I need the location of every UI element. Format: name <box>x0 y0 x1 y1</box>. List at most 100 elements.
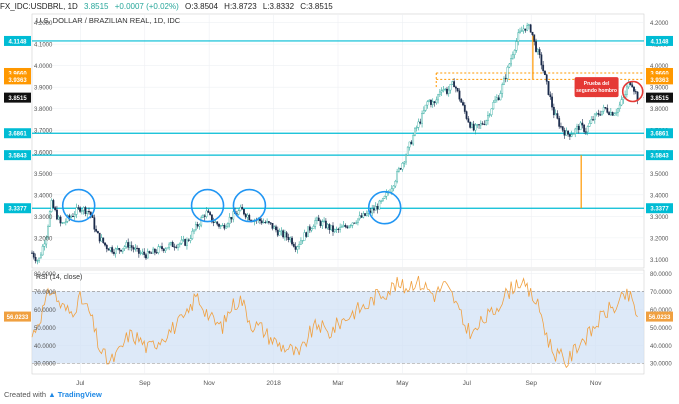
candle-body <box>349 225 352 227</box>
candle-body <box>225 226 228 229</box>
candle-body <box>579 122 582 130</box>
pattern-circle <box>232 188 267 223</box>
candle-body <box>264 222 267 224</box>
candle-body <box>572 133 575 136</box>
annotation-box <box>574 77 619 98</box>
candle-body <box>615 112 618 114</box>
candle-body <box>212 221 215 223</box>
candle-body <box>620 99 623 106</box>
symbol-label[interactable]: FX_IDC:USDBRL, 1D <box>0 2 78 11</box>
candle-body <box>294 246 297 250</box>
candle-body <box>396 171 399 182</box>
y-tick-label: 3.2000 <box>650 236 669 242</box>
pattern-circle <box>190 188 225 223</box>
candle-body <box>145 254 147 259</box>
candle-body <box>583 124 586 132</box>
candle-body <box>479 123 482 126</box>
y-left-tick-label: 3.5000 <box>34 172 53 178</box>
candle-body <box>412 135 415 145</box>
candle-body <box>305 232 308 237</box>
candle-body <box>362 213 365 218</box>
candle-body <box>611 112 614 116</box>
candle-body <box>187 239 190 241</box>
candle-body <box>180 239 183 244</box>
candle-body <box>617 108 619 113</box>
price-label-right: 3.5843 <box>650 154 669 160</box>
candle-body <box>341 226 343 228</box>
candle-body <box>161 246 163 250</box>
last-close-value: 3.8515 <box>84 2 109 11</box>
candle-body <box>88 211 90 213</box>
candle-body <box>481 123 484 125</box>
candle-body <box>590 119 593 124</box>
candle-body <box>300 240 302 245</box>
candle-body <box>287 236 290 241</box>
change-value: +0.0007 (+0.02%) <box>114 2 179 11</box>
y-tick-label: 3.4000 <box>650 193 669 199</box>
x-tick-label: Jul <box>76 380 85 387</box>
candle-body <box>380 200 382 202</box>
candle-body <box>533 34 536 42</box>
candle-body <box>198 224 201 227</box>
y-left-tick-label: 4.0000 <box>34 64 53 70</box>
candle-body <box>333 229 336 232</box>
candle-body <box>574 128 577 134</box>
candle-body <box>271 223 274 229</box>
rsi-tick-label: 30.0000 <box>650 362 672 368</box>
candle-body <box>405 154 407 163</box>
candle-body <box>421 113 423 124</box>
candle-body <box>604 107 607 109</box>
candle-body <box>570 134 573 137</box>
candle-body <box>134 247 137 250</box>
candle-body <box>170 242 172 245</box>
rsi-value-bg-right <box>646 311 673 322</box>
rsi-left-tick-label: 40.0000 <box>34 344 56 350</box>
candle-body <box>43 243 46 247</box>
candle-body <box>567 130 569 135</box>
candle-body <box>50 200 53 212</box>
candle-body <box>275 226 277 231</box>
candle-body <box>401 163 404 170</box>
candle-body <box>529 24 532 33</box>
candle-body <box>218 223 220 227</box>
candle-body <box>52 200 55 208</box>
pattern-circle <box>61 188 96 223</box>
candle-body <box>492 102 495 110</box>
candle-body <box>70 216 73 218</box>
candle-body <box>576 125 578 130</box>
candle-body <box>57 216 60 220</box>
candle-body <box>431 101 434 105</box>
x-tick-label: May <box>396 380 409 387</box>
candle-body <box>40 254 42 259</box>
candle-body <box>348 225 350 229</box>
candle-body <box>335 228 338 230</box>
y-left-tick-label: 3.9000 <box>34 86 53 92</box>
candle-body <box>157 246 160 253</box>
candle-body <box>597 113 600 115</box>
candle-body <box>526 25 529 31</box>
candle-body <box>141 251 144 254</box>
candle-body <box>269 222 272 224</box>
candle-body <box>552 106 555 116</box>
candle-body <box>207 210 210 213</box>
candle-body <box>86 211 89 214</box>
price-label-bg-left <box>4 150 31 161</box>
price-label-left: 3.6861 <box>8 132 27 138</box>
candle-body <box>585 131 587 133</box>
candle-body <box>568 134 571 137</box>
price-label-bg-right <box>646 35 673 46</box>
candle-body <box>280 230 283 232</box>
candle-body <box>73 214 76 217</box>
candle-body <box>298 244 301 247</box>
footer-brand[interactable]: TradingView <box>57 390 102 399</box>
band-label-left: 3.9363 <box>8 78 27 84</box>
candle-body <box>316 217 318 221</box>
candle-body <box>159 246 162 248</box>
price-label-left: 3.5843 <box>8 154 27 160</box>
candle-body <box>177 244 179 248</box>
candle-body <box>47 226 49 238</box>
candle-body <box>64 221 67 223</box>
price-label-bg-left <box>4 203 31 214</box>
candle-body <box>519 30 521 33</box>
